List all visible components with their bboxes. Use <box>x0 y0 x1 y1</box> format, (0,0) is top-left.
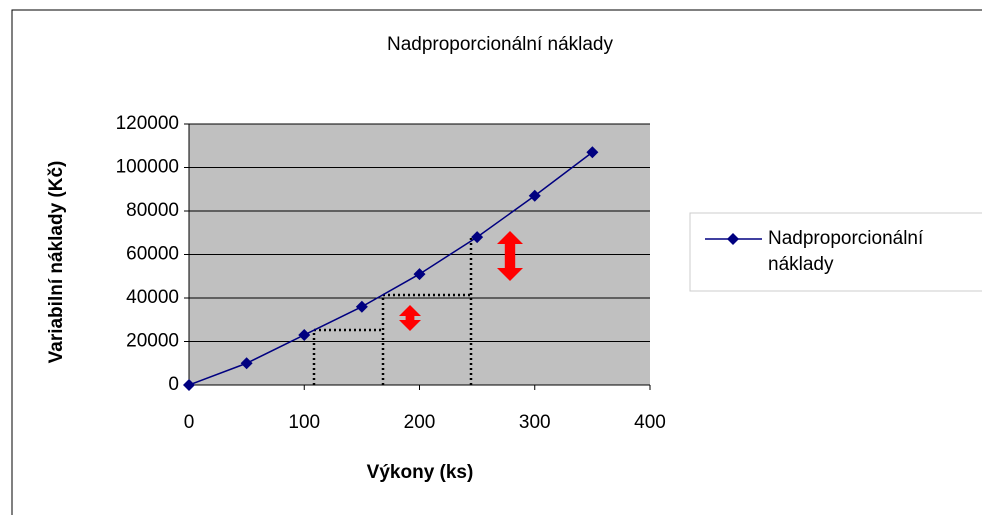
y-tick-label: 100000 <box>116 157 179 178</box>
x-tick-label: 0 <box>184 412 195 433</box>
marker <box>355 300 368 313</box>
y-tick-label: 0 <box>168 374 179 395</box>
x-tick-label: 300 <box>519 412 551 433</box>
y-axis-label: Variabilní náklady (Kč) <box>46 161 67 364</box>
series-line <box>188 151 593 386</box>
y-tick-label: 120000 <box>116 113 179 134</box>
marker <box>528 189 541 202</box>
marker <box>471 231 484 244</box>
x-tick-label: 400 <box>634 412 666 433</box>
marker <box>240 357 253 370</box>
legend-label: Nadproporcionální náklady <box>768 228 924 275</box>
marker <box>298 328 311 341</box>
x-tick-label: 200 <box>404 412 436 433</box>
y-tick-label: 40000 <box>126 287 179 308</box>
y-tick-label: 20000 <box>126 331 179 352</box>
marker <box>586 146 599 159</box>
x-axis-label: Výkony (ks) <box>367 462 474 483</box>
legend-marker <box>727 233 739 245</box>
chart-title: Nadproporcionální náklady <box>387 34 614 55</box>
marker <box>183 379 195 391</box>
x-tick-label: 100 <box>288 412 320 433</box>
annotation-arrow <box>497 231 523 281</box>
legend-box <box>689 212 982 292</box>
y-tick-label: 60000 <box>126 244 179 265</box>
y-tick-label: 80000 <box>126 200 179 221</box>
marker <box>413 268 426 281</box>
annotation-arrow <box>399 305 421 331</box>
plot-area <box>189 123 650 386</box>
